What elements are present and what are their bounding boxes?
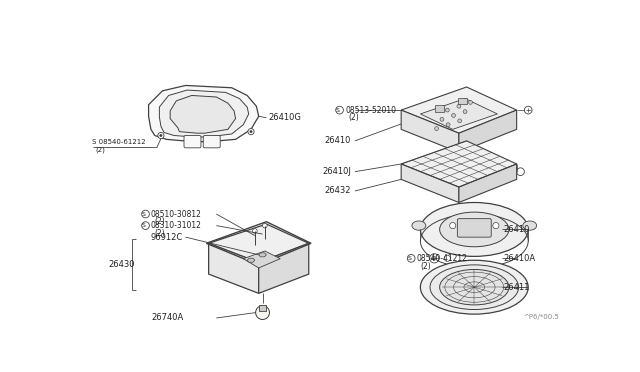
Polygon shape [459, 164, 516, 202]
Text: 26410: 26410 [324, 137, 351, 145]
Polygon shape [459, 110, 516, 153]
Polygon shape [170, 96, 236, 133]
Circle shape [457, 104, 461, 108]
Text: (2): (2) [349, 113, 360, 122]
Text: 26740A: 26740A [151, 314, 183, 323]
FancyBboxPatch shape [458, 98, 467, 104]
Text: (2): (2) [420, 262, 431, 270]
Circle shape [440, 118, 444, 121]
Text: S: S [142, 212, 146, 217]
Ellipse shape [523, 221, 537, 230]
Text: 26410G: 26410G [268, 113, 301, 122]
Text: S: S [336, 108, 340, 113]
Circle shape [468, 100, 472, 104]
Circle shape [463, 110, 467, 113]
Circle shape [407, 254, 415, 262]
FancyBboxPatch shape [435, 106, 444, 112]
Circle shape [336, 106, 344, 114]
Text: (2): (2) [155, 217, 166, 226]
Polygon shape [243, 251, 280, 268]
Text: (2): (2) [95, 146, 106, 153]
Ellipse shape [420, 202, 528, 256]
Text: S: S [142, 223, 146, 228]
Polygon shape [259, 243, 308, 294]
FancyBboxPatch shape [458, 219, 492, 237]
Text: 08513-52010: 08513-52010 [346, 106, 397, 115]
Polygon shape [159, 90, 249, 137]
Circle shape [493, 222, 499, 229]
Polygon shape [401, 141, 516, 187]
Ellipse shape [420, 260, 528, 314]
Circle shape [435, 126, 438, 131]
Text: 08540-41212: 08540-41212 [417, 254, 467, 263]
Circle shape [141, 210, 149, 218]
Circle shape [516, 168, 524, 176]
Circle shape [158, 132, 164, 139]
Circle shape [255, 306, 269, 320]
Circle shape [141, 222, 149, 230]
Circle shape [253, 229, 257, 233]
Text: 26411: 26411 [504, 283, 530, 292]
Circle shape [433, 256, 436, 260]
Circle shape [445, 108, 449, 112]
Circle shape [250, 131, 252, 133]
Polygon shape [401, 164, 459, 202]
Circle shape [450, 222, 456, 229]
Text: 26410A: 26410A [504, 254, 536, 263]
Text: S 08540-61212: S 08540-61212 [92, 139, 145, 145]
Text: 08310-31012: 08310-31012 [151, 221, 202, 230]
Circle shape [452, 113, 456, 118]
Text: 26432: 26432 [324, 186, 351, 195]
Polygon shape [247, 258, 255, 262]
Polygon shape [209, 224, 308, 263]
Polygon shape [209, 243, 259, 294]
Ellipse shape [440, 212, 509, 247]
Polygon shape [420, 99, 497, 129]
Circle shape [446, 123, 450, 126]
Text: 26410: 26410 [504, 225, 530, 234]
Circle shape [444, 255, 451, 262]
Circle shape [248, 129, 254, 135]
Text: 96912C: 96912C [151, 232, 183, 242]
FancyBboxPatch shape [259, 305, 266, 311]
Polygon shape [401, 110, 459, 153]
Text: ^P6/*00.5: ^P6/*00.5 [523, 314, 559, 320]
Circle shape [160, 134, 162, 137]
Text: (2): (2) [155, 229, 166, 238]
FancyBboxPatch shape [204, 135, 220, 148]
Ellipse shape [430, 265, 518, 310]
Circle shape [458, 119, 461, 123]
Ellipse shape [412, 221, 426, 230]
Circle shape [262, 223, 267, 228]
Circle shape [524, 106, 532, 114]
FancyBboxPatch shape [184, 135, 201, 148]
Text: 26430: 26430 [109, 260, 135, 269]
Polygon shape [148, 86, 259, 142]
Text: 26410J: 26410J [322, 167, 351, 176]
Ellipse shape [440, 269, 509, 305]
Text: S: S [408, 256, 412, 261]
Polygon shape [401, 87, 516, 133]
Circle shape [429, 254, 439, 263]
Polygon shape [259, 253, 266, 257]
Text: 08510-30812: 08510-30812 [151, 209, 202, 218]
